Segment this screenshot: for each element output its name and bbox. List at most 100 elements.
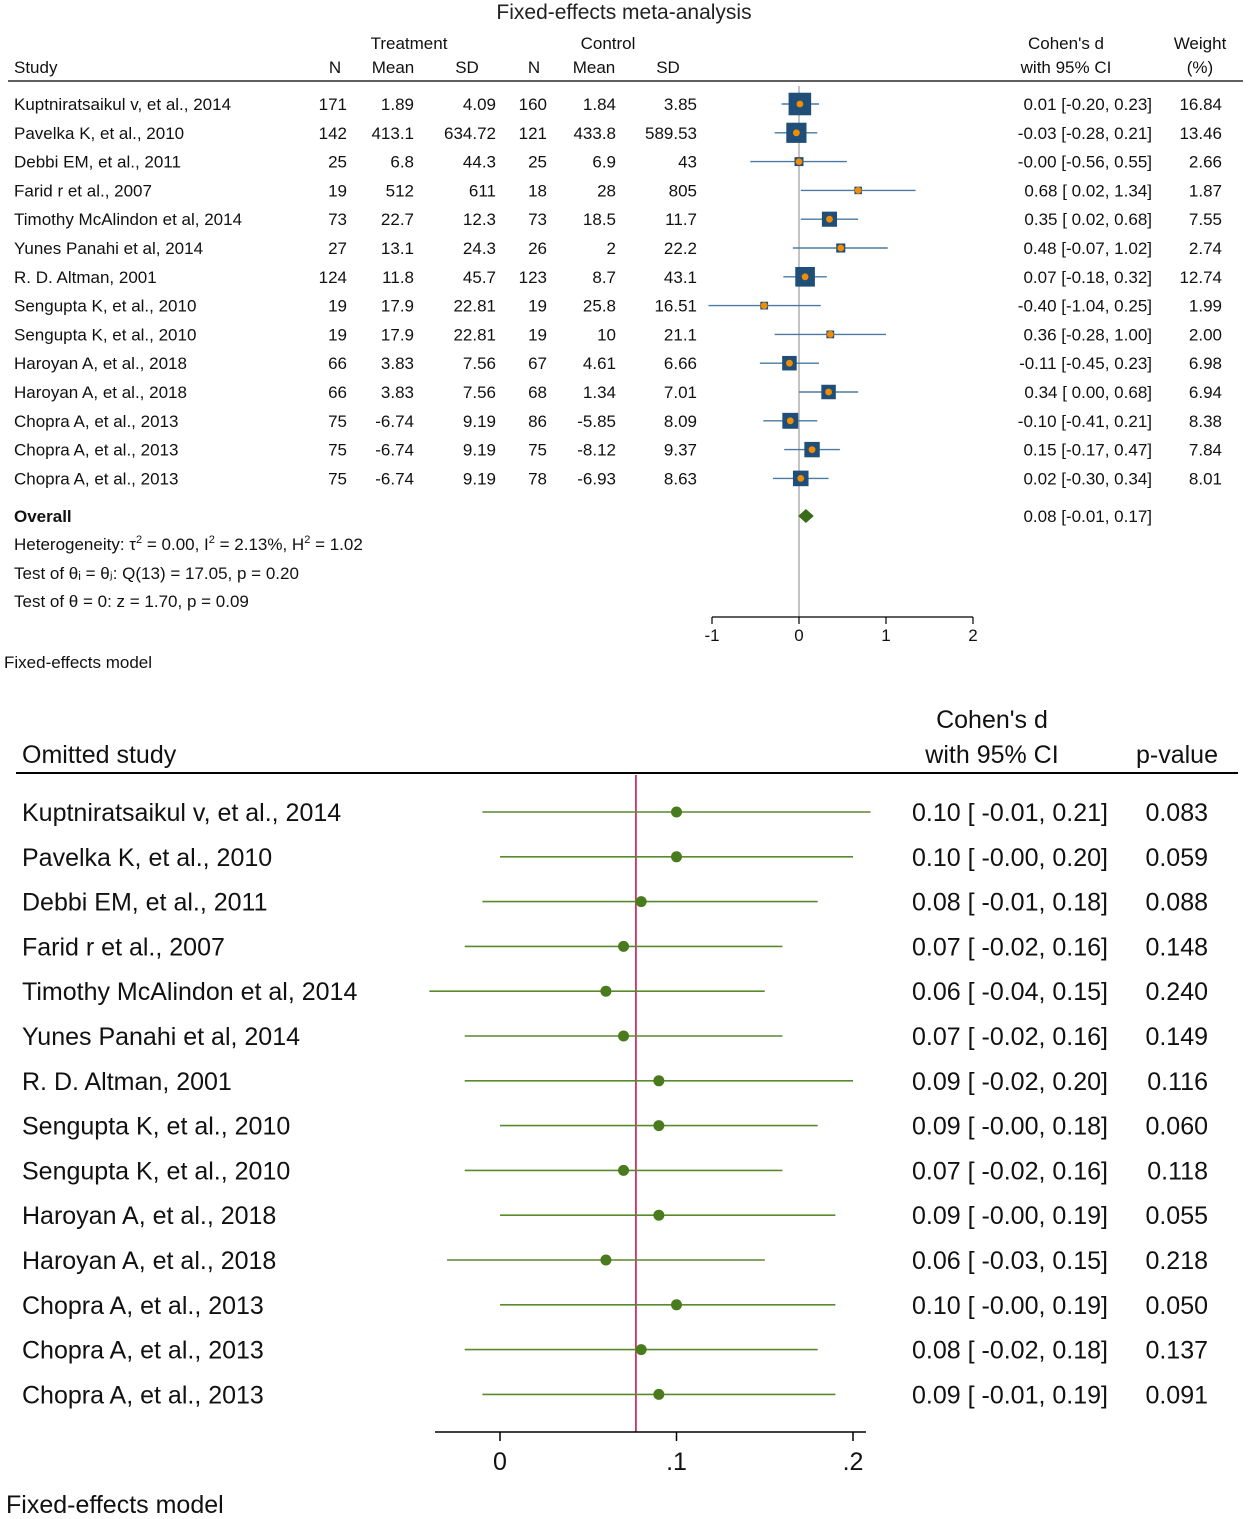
sd-control: 8.09	[664, 412, 697, 431]
loo-point-estimate	[635, 896, 647, 908]
point-estimate	[808, 446, 816, 453]
mean-treatment: 11.8	[382, 268, 414, 287]
es-ci-text: -0.10 [-0.41, 0.21]	[1018, 412, 1152, 431]
mean-control: 1.34	[583, 383, 616, 402]
loo-ci-text: 0.07 [ -0.02, 0.16]	[912, 933, 1108, 961]
sd-treatment: 45.7	[463, 268, 496, 287]
es-ci-text: 0.07 [-0.18, 0.32]	[1023, 268, 1152, 287]
n-treatment: 171	[319, 95, 347, 114]
mean-control-header: Mean	[573, 58, 616, 77]
sd-treatment: 12.3	[463, 210, 496, 229]
weight-value: 2.74	[1189, 239, 1222, 258]
study-label: Debbi EM, et al., 2011	[14, 153, 181, 172]
point-estimate	[786, 417, 794, 425]
sd-control: 589.53	[645, 124, 697, 143]
sd-control: 21.1	[664, 325, 697, 344]
n-control: 25	[528, 153, 547, 172]
loo-p-value: 0.059	[1145, 844, 1208, 872]
study-label: Haroyan A, et al., 2018	[14, 354, 187, 373]
mean-treatment: 3.83	[381, 354, 414, 373]
es-ci-text: -0.00 [-0.56, 0.55]	[1018, 153, 1152, 172]
sd-treatment: 634.72	[444, 124, 496, 143]
study-label: Sengupta K, et al., 2010	[14, 297, 196, 316]
point-estimate	[825, 388, 832, 396]
omitted-study-label: Chopra A, et al., 2013	[22, 1337, 264, 1365]
weight-header-line1: Weight	[1174, 34, 1227, 53]
mean-treatment: 413.1	[371, 124, 414, 143]
loo-p-value: 0.148	[1145, 933, 1208, 961]
loo-point-estimate	[671, 1299, 682, 1311]
n-treatment: 75	[328, 469, 347, 488]
es-ci-text: 0.48 [-0.07, 1.02]	[1023, 239, 1152, 258]
loo-point-estimate	[635, 1344, 647, 1356]
control-header: Control	[581, 34, 636, 53]
loo-es-header-line1: Cohen's d	[936, 706, 1048, 734]
weight-value: 7.55	[1189, 210, 1222, 229]
es-ci-text: 0.35 [ 0.02, 0.68]	[1024, 210, 1152, 229]
omitted-study-label: Sengupta K, et al., 2010	[22, 1113, 290, 1141]
study-column-header: Study	[14, 58, 58, 77]
omitted-study-label: Chopra A, et al., 2013	[22, 1292, 264, 1320]
overall-label: Overall	[14, 507, 72, 526]
loo-ci-text: 0.07 [ -0.02, 0.16]	[912, 1157, 1108, 1185]
x-tick-label: 0	[794, 626, 803, 645]
weight-value: 6.94	[1189, 383, 1222, 402]
sd-treatment: 22.81	[453, 297, 496, 316]
mean-treatment: -6.74	[375, 441, 414, 460]
n-treatment: 75	[328, 412, 347, 431]
sd-treatment: 9.19	[463, 469, 496, 488]
mean-control: 18.5	[583, 210, 616, 229]
weight-value: 1.87	[1189, 181, 1222, 200]
mean-treatment: 17.9	[381, 325, 414, 344]
mean-control: 433.8	[573, 124, 616, 143]
n-control: 68	[528, 383, 547, 402]
loo-x-tick-label: .2	[843, 1448, 864, 1476]
sd-control: 11.7	[665, 210, 697, 229]
omitted-study-label: Haroyan A, et al., 2018	[22, 1202, 276, 1230]
loo-p-value: 0.088	[1145, 889, 1208, 917]
loo-ci-text: 0.06 [ -0.03, 0.15]	[912, 1247, 1108, 1275]
treatment-header: Treatment	[371, 34, 448, 53]
sd-control: 16.51	[654, 297, 697, 316]
n-control-header: N	[528, 58, 540, 77]
mean-control: 4.61	[583, 354, 616, 373]
mean-control: -5.85	[577, 412, 616, 431]
overall-diamond	[798, 509, 814, 523]
sd-treatment: 7.56	[463, 354, 496, 373]
mean-treatment: 512	[386, 181, 414, 200]
loo-ci-text: 0.09 [ -0.02, 0.20]	[912, 1068, 1108, 1096]
x-tick-label: 1	[881, 626, 890, 645]
mean-treatment: 13.1	[381, 239, 414, 258]
sd-control: 6.66	[664, 354, 697, 373]
n-treatment: 19	[328, 181, 347, 200]
mean-control: 28	[597, 181, 616, 200]
n-control: 73	[528, 210, 547, 229]
loo-es-header-line2: with 95% CI	[924, 741, 1058, 769]
sd-treatment: 44.3	[463, 153, 496, 172]
n-treatment: 19	[328, 297, 347, 316]
es-ci-text: 0.02 [-0.30, 0.34]	[1023, 469, 1152, 488]
loo-ci-text: 0.09 [ -0.01, 0.19]	[912, 1381, 1108, 1409]
mean-control: 6.9	[592, 153, 616, 172]
sd-control-header: SD	[656, 58, 680, 77]
loo-point-estimate	[618, 1030, 630, 1042]
weight-value: 1.99	[1189, 297, 1222, 316]
weight-value: 8.38	[1189, 412, 1222, 431]
test-q-text: Test of θᵢ = θⱼ: Q(13) = 17.05, p = 0.20	[14, 564, 299, 583]
n-control: 19	[528, 297, 547, 316]
n-control: 78	[528, 469, 547, 488]
n-treatment: 124	[319, 268, 347, 287]
weight-header-line2: (%)	[1187, 58, 1213, 77]
study-label: Yunes Panahi et al, 2014	[14, 239, 203, 258]
n-treatment-header: N	[329, 58, 341, 77]
sd-control: 3.85	[664, 95, 697, 114]
study-label: Chopra A, et al., 2013	[14, 469, 178, 488]
sd-treatment: 9.19	[463, 441, 496, 460]
point-estimate	[795, 158, 803, 166]
test-z-text: Test of θ = 0: z = 1.70, p = 0.09	[14, 592, 249, 611]
loo-ci-text: 0.08 [ -0.02, 0.18]	[912, 1337, 1108, 1365]
loo-ci-text: 0.10 [ -0.01, 0.21]	[912, 799, 1108, 827]
es-ci-text: 0.68 [ 0.02, 1.34]	[1024, 181, 1152, 200]
omitted-study-label: Debbi EM, et al., 2011	[22, 889, 268, 917]
sd-treatment: 24.3	[463, 239, 496, 258]
